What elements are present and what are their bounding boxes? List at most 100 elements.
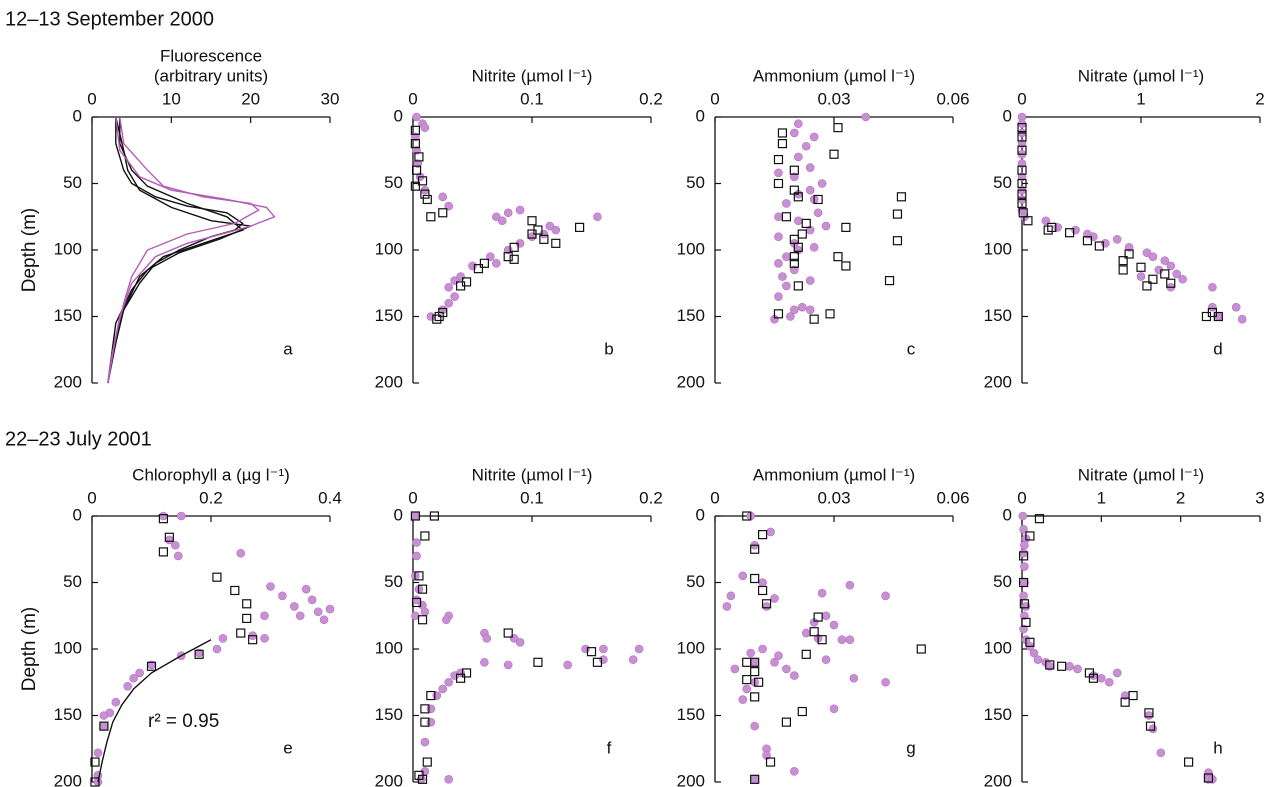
y-tick-label: 0 xyxy=(73,505,82,524)
square-point xyxy=(813,194,823,205)
circle-point xyxy=(581,644,590,654)
profile-line xyxy=(107,116,276,384)
square-point xyxy=(789,258,799,268)
circle-point xyxy=(432,691,442,700)
circle-point xyxy=(176,511,186,521)
circle-point xyxy=(1020,611,1029,621)
y-axis-label: Depth (m) xyxy=(19,208,40,292)
y-tick-label: 150 xyxy=(375,306,403,325)
square-point xyxy=(750,667,760,677)
circle-point xyxy=(817,588,827,598)
x-tick-label: 0.2 xyxy=(199,488,223,507)
circle-point xyxy=(1020,562,1029,571)
x-tick-label: 0 xyxy=(87,89,96,108)
circle-point xyxy=(1019,548,1028,558)
square-point xyxy=(527,216,537,226)
circle-point xyxy=(750,657,759,667)
y-tick-label: 200 xyxy=(54,372,82,391)
annotation: r² = 0.95 xyxy=(148,711,219,732)
circle-point xyxy=(266,582,275,591)
y-tick-label: 200 xyxy=(54,771,82,787)
y-tick-label: 0 xyxy=(394,505,403,524)
y-tick-label: 200 xyxy=(375,372,403,391)
circle-point xyxy=(1017,139,1027,148)
y-tick-label: 200 xyxy=(677,771,705,787)
circle-point xyxy=(1019,624,1028,634)
circle-point xyxy=(412,551,421,561)
circle-point xyxy=(1065,661,1074,671)
circle-point xyxy=(1124,243,1134,252)
circle-point xyxy=(319,615,329,625)
circle-point xyxy=(442,615,451,625)
square-point xyxy=(417,774,428,784)
circle-point xyxy=(730,664,740,674)
square-point xyxy=(410,139,420,149)
x-tick-label: 30 xyxy=(321,89,340,108)
y-tick-label: 0 xyxy=(73,106,82,125)
circle-point xyxy=(123,681,132,691)
circle-point xyxy=(837,635,847,644)
circle-point xyxy=(444,677,454,687)
circle-point xyxy=(805,276,815,285)
y-tick-label: 100 xyxy=(984,239,1012,258)
circle-point xyxy=(746,648,756,658)
y-tick-label: 150 xyxy=(677,705,705,724)
square-point xyxy=(242,613,252,624)
circle-point xyxy=(722,602,732,611)
circle-point xyxy=(599,655,608,664)
circle-point xyxy=(412,112,421,122)
square-point xyxy=(781,212,792,222)
square-point xyxy=(1148,274,1158,284)
square-point xyxy=(527,229,537,239)
circle-point xyxy=(236,548,246,558)
square-point xyxy=(410,511,420,521)
square-point xyxy=(90,777,100,787)
square-point xyxy=(420,717,430,727)
x-tick-label: 0 xyxy=(1017,488,1026,507)
circle-point xyxy=(420,607,430,617)
circle-point xyxy=(218,634,228,643)
square-point xyxy=(1019,599,1029,609)
circle-point xyxy=(786,312,795,321)
square-point xyxy=(90,757,100,767)
circle-point xyxy=(774,292,783,301)
square-point xyxy=(1017,178,1027,189)
square-point xyxy=(1018,551,1029,561)
circle-point xyxy=(599,644,608,654)
square-point xyxy=(426,690,436,701)
circle-point xyxy=(438,684,448,694)
circle-point xyxy=(426,717,436,727)
circle-point xyxy=(438,192,448,202)
circle-point xyxy=(1017,172,1027,182)
circle-point xyxy=(111,697,121,707)
x-tick-label: 0.1 xyxy=(520,89,544,108)
square-point xyxy=(432,314,442,324)
circle-point xyxy=(129,673,138,683)
circle-point xyxy=(212,644,222,654)
square-point xyxy=(892,209,903,219)
circle-point xyxy=(849,673,859,683)
circle-point xyxy=(821,655,831,664)
y-tick-label: 150 xyxy=(375,705,403,724)
square-point xyxy=(1166,278,1176,288)
circle-point xyxy=(278,591,287,601)
square-point xyxy=(916,644,926,654)
square-point xyxy=(750,774,760,784)
circle-point xyxy=(593,212,602,222)
circle-point xyxy=(809,132,819,142)
y-tick-label: 50 xyxy=(686,173,705,192)
square-point xyxy=(761,599,772,609)
square-point xyxy=(750,657,760,667)
square-point xyxy=(212,572,222,582)
x-axis-label: Nitrate (µmol l⁻¹) xyxy=(1078,66,1204,85)
square-point xyxy=(438,208,448,218)
square-point xyxy=(765,757,776,767)
square-point xyxy=(456,281,466,291)
y-tick-label: 100 xyxy=(375,239,403,258)
square-point xyxy=(1021,617,1031,628)
square-point xyxy=(750,573,760,584)
circle-point xyxy=(1112,235,1122,244)
circle-point xyxy=(766,527,775,537)
x-tick-label: 0.06 xyxy=(936,488,969,507)
square-point xyxy=(809,627,819,637)
